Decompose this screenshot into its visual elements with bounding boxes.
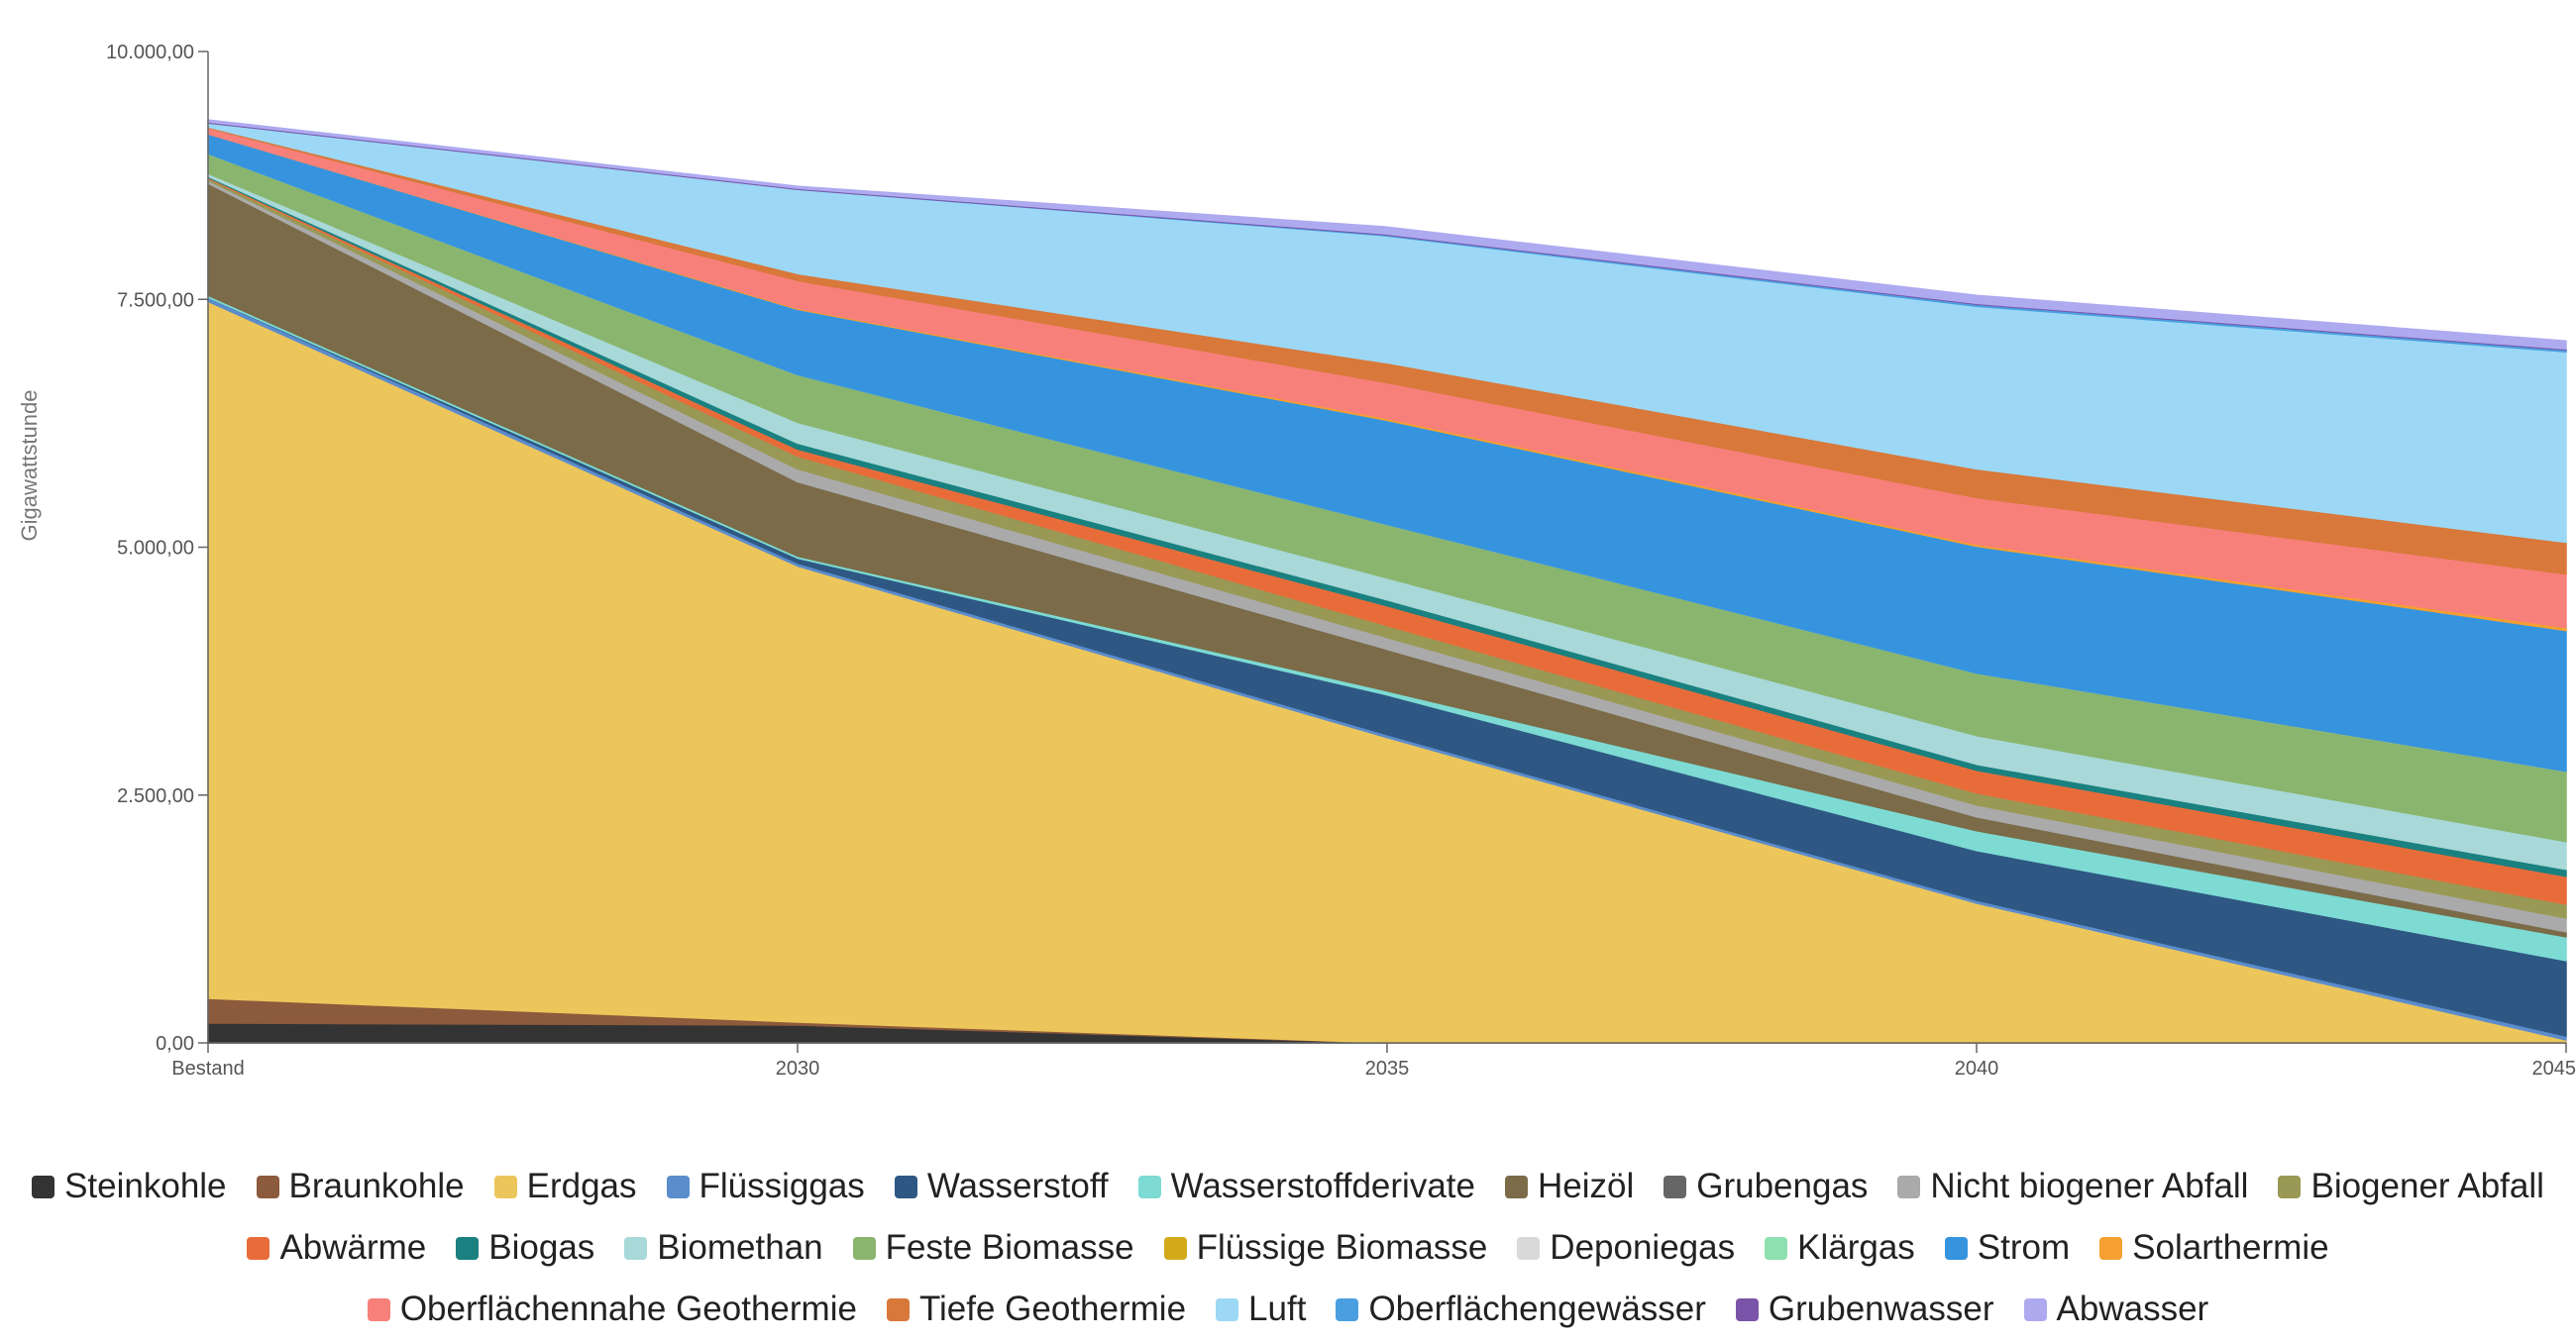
legend-swatch (367, 1297, 390, 1321)
legend-item-3[interactable]: Flüssiggas (666, 1161, 865, 1212)
legend-item-2[interactable]: Erdgas (493, 1161, 637, 1212)
legend-item-14[interactable]: Flüssige Biomasse (1163, 1222, 1488, 1274)
legend-item-16[interactable]: Klärgas (1765, 1222, 1915, 1274)
legend-swatch (1517, 1236, 1541, 1260)
legend-label: Solarthermie (2132, 1228, 2329, 1267)
legend-item-12[interactable]: Biomethan (624, 1222, 823, 1274)
legend-label: Braunkohle (288, 1167, 465, 1205)
legend-label: Oberflächengewässer (1368, 1290, 1706, 1328)
legend-item-0[interactable]: Steinkohle (32, 1161, 227, 1212)
legend-swatch (894, 1175, 917, 1198)
x-tick-label: Bestand (171, 1058, 244, 1080)
legend-label: Erdgas (526, 1167, 637, 1205)
legend-swatch (886, 1297, 910, 1321)
legend-item-4[interactable]: Wasserstoff (894, 1161, 1109, 1212)
legend-label: Steinkohle (64, 1167, 227, 1205)
x-tick-label: 2030 (776, 1058, 820, 1080)
legend: Steinkohle Braunkohle Erdgas Flüssiggas Wass… (20, 1161, 2556, 1335)
x-tick-label: 2035 (1365, 1058, 1410, 1080)
legend-label: Flüssige Biomasse (1196, 1228, 1488, 1267)
legend-swatch (624, 1236, 648, 1260)
legend-label: Luft (1248, 1290, 1307, 1328)
legend-item-13[interactable]: Feste Biomasse (852, 1222, 1134, 1274)
legend-item-23[interactable]: Grubenwasser (1735, 1284, 1994, 1335)
legend-swatch (1664, 1175, 1687, 1198)
legend-swatch (32, 1175, 55, 1198)
legend-swatch (1216, 1297, 1239, 1321)
legend-item-20[interactable]: Tiefe Geothermie (886, 1284, 1187, 1335)
legend-swatch (1504, 1175, 1528, 1198)
legend-swatch (1944, 1236, 1968, 1260)
legend-item-24[interactable]: Abwasser (2023, 1284, 2209, 1335)
legend-label: Grubenwasser (1768, 1290, 1994, 1328)
legend-label: Abwasser (2056, 1290, 2209, 1328)
legend-swatch (1336, 1297, 1359, 1321)
legend-item-22[interactable]: Oberflächengewässer (1336, 1284, 1706, 1335)
legend-swatch (1765, 1236, 1788, 1260)
legend-label: Heizöl (1537, 1167, 1635, 1205)
legend-item-9[interactable]: Biogener Abfall (2278, 1161, 2544, 1212)
x-tick-label: 2040 (1955, 1058, 1999, 1080)
legend-swatch (1163, 1236, 1187, 1260)
legend-item-7[interactable]: Grubengas (1664, 1161, 1868, 1212)
legend-item-6[interactable]: Heizöl (1504, 1161, 1635, 1212)
y-tick-label: 10.000,00 (106, 42, 194, 63)
legend-swatch (456, 1236, 480, 1260)
legend-item-21[interactable]: Luft (1216, 1284, 1306, 1335)
legend-label: Feste Biomasse (885, 1228, 1134, 1267)
legend-label: Biomethan (657, 1228, 823, 1267)
legend-label: Grubengas (1696, 1167, 1869, 1205)
legend-label: Deponiegas (1550, 1228, 1736, 1267)
legend-label: Tiefe Geothermie (918, 1290, 1187, 1328)
y-tick-label: 0,00 (156, 1033, 194, 1055)
legend-item-8[interactable]: Nicht biogener Abfall (1897, 1161, 2248, 1212)
legend-swatch (247, 1236, 270, 1260)
legend-item-10[interactable]: Abwärme (247, 1222, 426, 1274)
legend-label: Abwärme (279, 1228, 427, 1267)
x-tick-label: 2045 (2532, 1058, 2576, 1080)
area-series-group (207, 119, 2567, 1044)
legend-swatch (493, 1175, 517, 1198)
area-series-24 (207, 119, 2567, 351)
legend-item-1[interactable]: Braunkohle (256, 1161, 465, 1212)
legend-label: Oberflächennahe Geothermie (399, 1290, 857, 1328)
legend-item-19[interactable]: Oberflächennahe Geothermie (367, 1284, 857, 1335)
legend-label: Klärgas (1797, 1228, 1915, 1267)
legend-item-18[interactable]: Solarthermie (2099, 1222, 2329, 1274)
y-axis-title: Gigawattstunde (17, 390, 42, 542)
legend-swatch (1735, 1297, 1759, 1321)
legend-swatch (1897, 1175, 1921, 1198)
axes-group: 0,00 2.500,00 5.000,00 7.500,00 10.000,00 Bes… (106, 42, 2576, 1080)
stacked-area-chart: 0,00 2.500,00 5.000,00 7.500,00 10.000,00 Bes… (17, 42, 2576, 1080)
legend-label: Flüssiggas (698, 1167, 865, 1205)
legend-item-15[interactable]: Deponiegas (1517, 1222, 1735, 1274)
legend-label: Wasserstoffderivate (1170, 1167, 1475, 1205)
legend-label: Nicht biogener Abfall (1930, 1167, 2249, 1205)
legend-label: Wasserstoff (926, 1167, 1109, 1205)
y-tick-label: 5.000,00 (117, 538, 194, 560)
legend-label: Biogas (488, 1228, 595, 1267)
legend-swatch (256, 1175, 279, 1198)
legend-swatch (2023, 1297, 2047, 1321)
legend-item-5[interactable]: Wasserstoffderivate (1137, 1161, 1475, 1212)
legend-swatch (2278, 1175, 2302, 1198)
y-tick-label: 7.500,00 (117, 289, 194, 311)
legend-swatch (1137, 1175, 1161, 1198)
legend-swatch (2099, 1236, 2123, 1260)
legend-item-11[interactable]: Biogas (456, 1222, 594, 1274)
legend-label: Strom (1977, 1228, 2071, 1267)
legend-swatch (666, 1175, 690, 1198)
legend-swatch (852, 1236, 876, 1260)
y-tick-label: 2.500,00 (117, 785, 194, 807)
legend-label: Biogener Abfall (2310, 1167, 2544, 1205)
legend-item-17[interactable]: Strom (1944, 1222, 2071, 1274)
